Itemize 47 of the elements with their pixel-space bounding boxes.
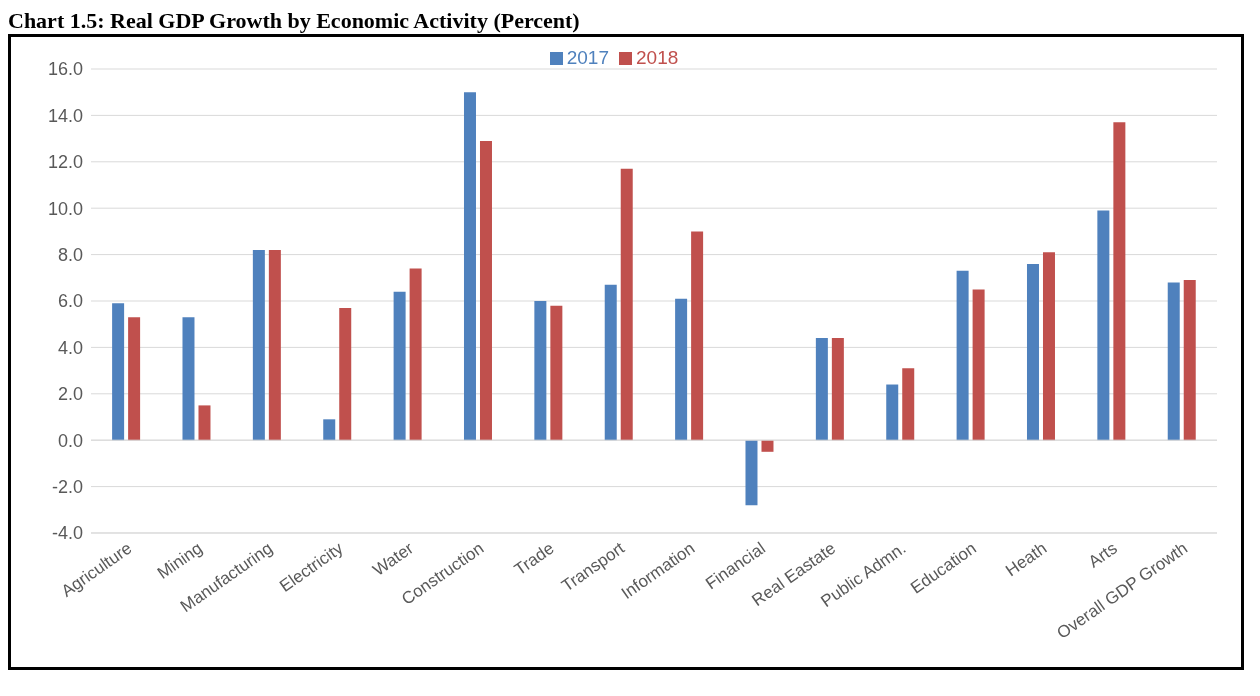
bar (339, 307, 352, 441)
bar (128, 317, 141, 441)
bar (902, 368, 915, 441)
bar (550, 305, 563, 441)
bar (745, 440, 758, 506)
bar (620, 168, 633, 441)
bar (972, 289, 985, 441)
bar (1026, 263, 1039, 441)
bar (815, 338, 828, 441)
legend-label: 2018 (636, 47, 679, 68)
bar (1167, 282, 1180, 441)
bar (182, 317, 195, 441)
bar (604, 284, 617, 441)
bar (831, 338, 844, 441)
chart-title: Chart 1.5: Real GDP Growth by Economic Activity (Percent) (8, 8, 581, 34)
bar (112, 303, 125, 441)
bar (463, 92, 476, 441)
bar (691, 231, 704, 441)
y-tick-label: 10.0 (47, 198, 83, 219)
y-tick-label: -2.0 (51, 476, 83, 497)
bar (1042, 252, 1055, 441)
x-tick-label: Arts (1084, 538, 1121, 572)
bar (1097, 210, 1110, 441)
bar (1113, 122, 1126, 441)
y-tick-label: -4.0 (51, 523, 83, 544)
bar (534, 301, 547, 441)
legend-label: 2017 (566, 47, 609, 68)
y-tick-label: 4.0 (57, 337, 83, 358)
bar (409, 268, 422, 441)
y-tick-label: 6.0 (57, 291, 83, 312)
bar (956, 270, 969, 441)
bar (198, 405, 211, 441)
bar (393, 291, 406, 441)
y-tick-label: 8.0 (57, 244, 83, 265)
bar (675, 298, 688, 441)
bar (479, 140, 492, 441)
bar (323, 419, 336, 441)
y-tick-label: 14.0 (47, 105, 83, 126)
bar (268, 249, 281, 441)
bar (761, 440, 774, 452)
y-tick-label: 2.0 (57, 384, 83, 405)
bar (886, 384, 899, 441)
y-tick-label: 0.0 (57, 430, 83, 451)
y-tick-label: 16.0 (47, 59, 83, 80)
bar (252, 249, 265, 441)
y-tick-label: 12.0 (47, 152, 83, 173)
bar (1183, 280, 1196, 441)
